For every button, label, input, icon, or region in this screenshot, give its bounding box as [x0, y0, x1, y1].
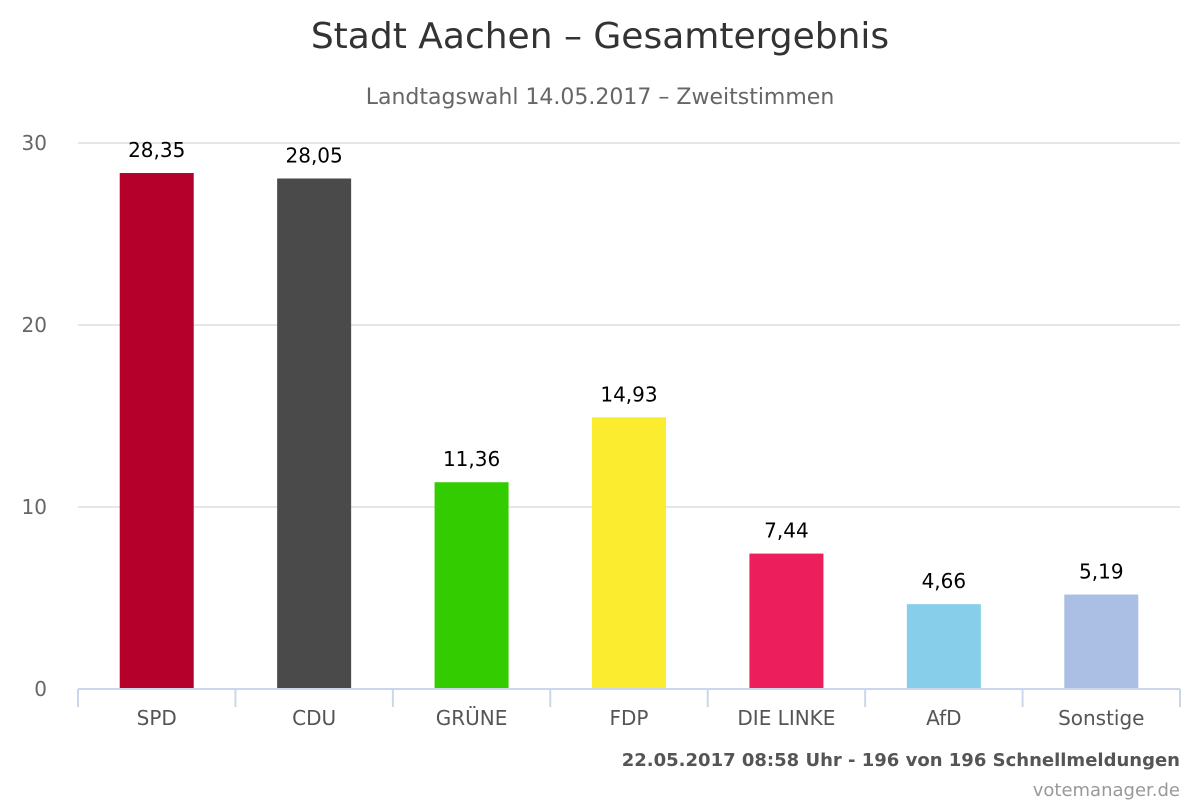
data-label: 5,19 — [1079, 560, 1124, 584]
bars: 28,35 28,05 11,36 14,93 7,44 4,66 5,19 — [119, 138, 1139, 690]
x-tick-label: DIE LINKE — [737, 706, 835, 730]
data-label: 28,35 — [128, 138, 185, 162]
y-tick-label: 0 — [34, 677, 47, 701]
data-label: 11,36 — [443, 447, 500, 471]
chart-subtitle: Landtagswahl 14.05.2017 – Zweitstimmen — [366, 85, 835, 110]
bar[interactable] — [434, 482, 509, 689]
bar[interactable] — [749, 553, 824, 689]
bar[interactable] — [906, 604, 981, 689]
bar[interactable] — [592, 417, 666, 689]
bar[interactable] — [277, 178, 352, 690]
data-label: 14,93 — [600, 382, 657, 406]
data-label: 28,05 — [286, 143, 343, 167]
data-label: 7,44 — [764, 519, 809, 543]
x-tick-label: Sonstige — [1058, 706, 1144, 730]
y-axis: 0 10 20 30 — [22, 131, 47, 701]
y-tick-label: 30 — [22, 131, 47, 155]
x-tick-label: CDU — [292, 706, 336, 730]
bar[interactable] — [119, 173, 194, 689]
x-tick-label: GRÜNE — [436, 706, 508, 730]
status-credit: 22.05.2017 08:58 Uhr - 196 von 196 Schne… — [622, 750, 1180, 771]
y-tick-label: 10 — [22, 495, 47, 519]
x-axis: SPD CDU GRÜNE FDP DIE LINKE AfD Sonstige — [77, 688, 1181, 730]
bar[interactable] — [1064, 594, 1139, 689]
x-tick-label: FDP — [610, 706, 649, 730]
y-tick-label: 20 — [22, 313, 47, 337]
data-label: 4,66 — [922, 569, 967, 593]
source-credit[interactable]: votemanager.de — [1033, 780, 1180, 800]
chart-title: Stadt Aachen – Gesamtergebnis — [311, 16, 889, 57]
x-tick-label: AfD — [926, 706, 961, 730]
x-tick-label: SPD — [137, 706, 177, 730]
